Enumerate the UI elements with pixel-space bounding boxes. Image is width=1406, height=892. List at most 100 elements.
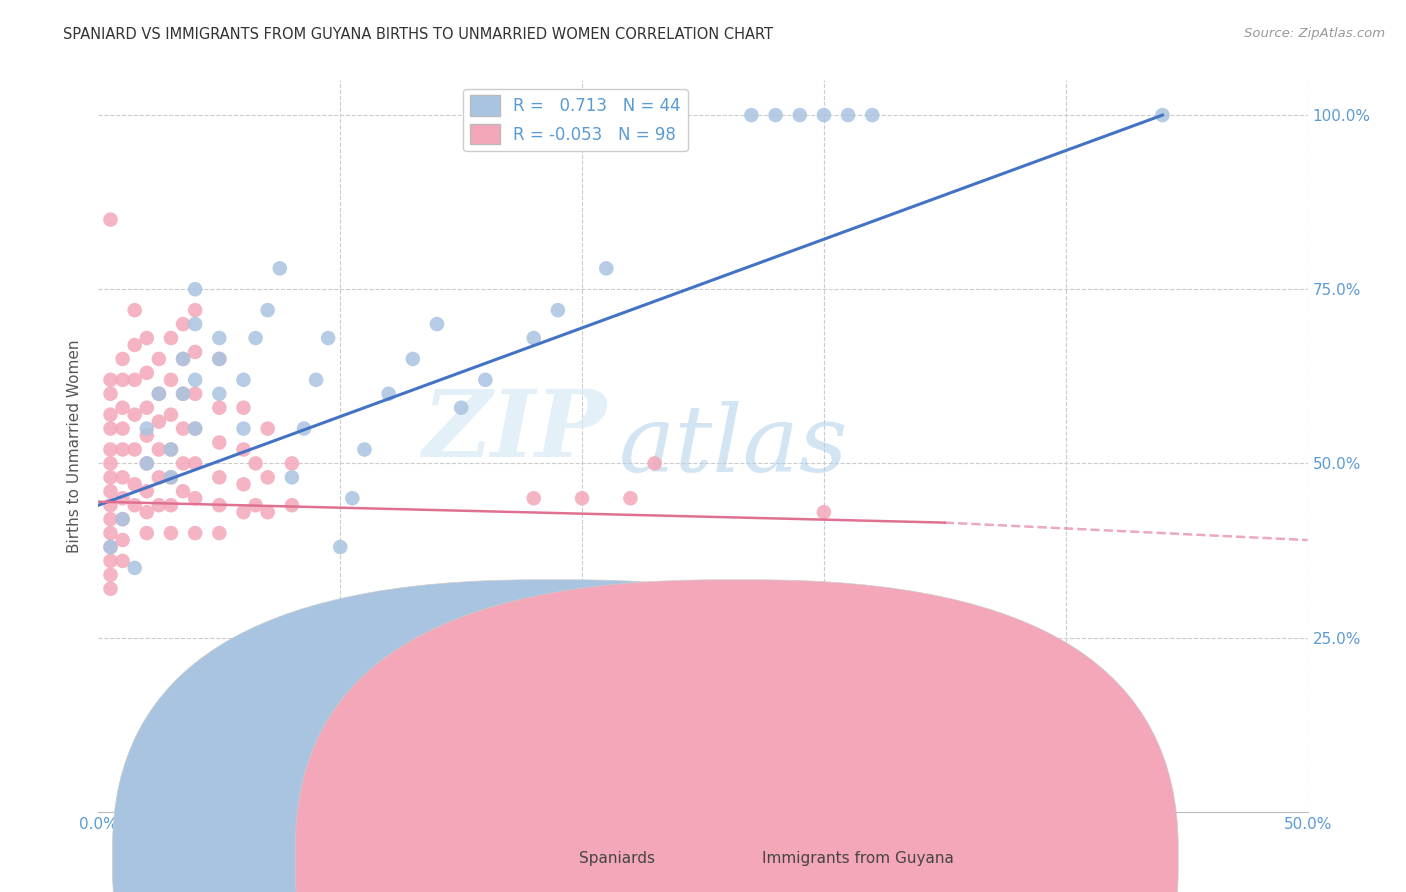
Point	[148, 470, 170, 484]
Point	[135, 421, 157, 435]
Point	[135, 331, 157, 345]
Point	[111, 512, 134, 526]
Point	[111, 401, 134, 415]
Point	[789, 108, 811, 122]
Point	[111, 491, 134, 506]
Text: atlas: atlas	[619, 401, 848, 491]
Point	[281, 457, 304, 471]
Point	[208, 401, 231, 415]
Point	[100, 470, 122, 484]
Point	[124, 408, 146, 422]
Text: Immigrants from Guyana: Immigrants from Guyana	[762, 852, 953, 866]
Point	[329, 651, 352, 665]
Point	[135, 366, 157, 380]
Point	[256, 303, 278, 318]
Point	[245, 331, 267, 345]
Point	[232, 373, 254, 387]
Point	[342, 700, 364, 714]
Point	[208, 386, 231, 401]
Point	[402, 679, 425, 693]
Point	[172, 484, 194, 499]
Point	[184, 282, 207, 296]
Point	[184, 373, 207, 387]
Point	[111, 470, 134, 484]
Point	[124, 338, 146, 352]
Point	[148, 442, 170, 457]
Point	[316, 331, 339, 345]
Point	[571, 491, 593, 506]
Point	[160, 498, 183, 512]
Text: ZIP: ZIP	[422, 386, 606, 476]
Point	[692, 596, 714, 610]
Point	[1152, 108, 1174, 122]
Point	[329, 679, 352, 693]
Point	[329, 540, 352, 554]
Point	[100, 540, 122, 554]
Point	[160, 373, 183, 387]
Point	[256, 421, 278, 435]
Point	[813, 108, 835, 122]
Point	[100, 442, 122, 457]
Point	[523, 491, 546, 506]
Point	[256, 505, 278, 519]
Point	[208, 351, 231, 366]
Point	[100, 582, 122, 596]
Point	[135, 457, 157, 471]
Point	[124, 373, 146, 387]
Point	[172, 386, 194, 401]
Point	[256, 470, 278, 484]
Point	[813, 505, 835, 519]
Point	[172, 317, 194, 331]
Point	[135, 401, 157, 415]
Point	[305, 609, 328, 624]
Point	[208, 526, 231, 541]
Point	[402, 351, 425, 366]
Point	[160, 442, 183, 457]
Point	[100, 526, 122, 541]
Point	[100, 212, 122, 227]
Point	[184, 386, 207, 401]
Point	[644, 457, 666, 471]
Point	[160, 331, 183, 345]
Point	[111, 533, 134, 547]
Point	[172, 351, 194, 366]
Point	[245, 498, 267, 512]
Point	[740, 108, 762, 122]
Point	[184, 345, 207, 359]
Point	[100, 512, 122, 526]
Point	[100, 498, 122, 512]
Point	[208, 470, 231, 484]
Point	[474, 373, 496, 387]
Point	[111, 554, 134, 568]
Point	[765, 665, 787, 680]
Point	[208, 351, 231, 366]
Point	[100, 457, 122, 471]
Point	[619, 491, 641, 506]
Point	[377, 651, 399, 665]
Point	[389, 679, 412, 693]
Point	[111, 512, 134, 526]
Point	[135, 457, 157, 471]
Point	[353, 651, 375, 665]
Point	[100, 567, 122, 582]
Point	[148, 386, 170, 401]
Y-axis label: Births to Unmarried Women: Births to Unmarried Women	[67, 339, 83, 553]
Point	[184, 457, 207, 471]
Point	[100, 421, 122, 435]
Point	[100, 484, 122, 499]
Point	[232, 401, 254, 415]
Point	[377, 386, 399, 401]
Point	[124, 442, 146, 457]
Point	[111, 442, 134, 457]
Point	[111, 373, 134, 387]
Text: Spaniards: Spaniards	[579, 852, 655, 866]
Point	[124, 477, 146, 491]
Point	[124, 303, 146, 318]
Point	[305, 373, 328, 387]
Point	[100, 408, 122, 422]
Point	[366, 665, 388, 680]
Point	[100, 373, 122, 387]
Point	[523, 331, 546, 345]
Point	[100, 386, 122, 401]
Point	[232, 505, 254, 519]
